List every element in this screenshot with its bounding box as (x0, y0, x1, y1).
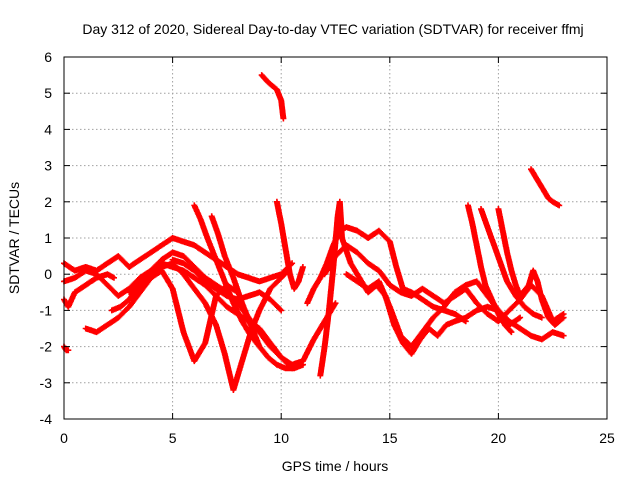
x-tick-label: 20 (491, 430, 507, 446)
y-axis-label: SDTVAR / TECUs (6, 182, 22, 294)
y-tick-label: -3 (40, 375, 53, 391)
y-tick-label: -4 (40, 411, 53, 427)
plus-markers (478, 206, 545, 321)
y-tick-label: -2 (40, 339, 53, 355)
y-tick-label: 4 (44, 121, 52, 137)
y-tick-label: 5 (44, 85, 52, 101)
series-track-5 (82, 267, 241, 365)
axis-ticks: 0 5 10 15 20 25 -4 -3 -2 -1 0 1 2 3 4 5 6 (40, 49, 615, 446)
series-track-4 (61, 343, 72, 354)
series-track-18 (478, 206, 545, 321)
data-series (61, 72, 567, 393)
series-track-12 (273, 198, 306, 292)
series-track-9 (191, 202, 306, 372)
y-tick-label: -1 (40, 302, 53, 318)
x-tick-label: 5 (169, 430, 177, 446)
series-track-20 (528, 166, 563, 209)
plus-markers (258, 72, 287, 122)
plus-markers (61, 343, 72, 354)
x-tick-label: 0 (60, 430, 68, 446)
y-tick-label: 2 (44, 194, 52, 210)
series-track-11 (258, 72, 287, 122)
y-tick-label: 3 (44, 158, 52, 174)
series-track-10 (208, 213, 263, 350)
x-tick-label: 15 (382, 430, 398, 446)
plus-markers (208, 213, 263, 350)
plus-markers (191, 202, 306, 372)
y-tick-label: 0 (44, 266, 52, 282)
plus-markers (495, 206, 567, 328)
y-tick-label: 6 (44, 49, 52, 65)
plus-markers (82, 267, 241, 365)
series-track-19 (495, 206, 567, 328)
y-tick-label: 1 (44, 230, 52, 246)
x-tick-label: 10 (273, 430, 289, 446)
chart-title: Day 312 of 2020, Sidereal Day-to-day VTE… (82, 21, 583, 37)
plus-markers (465, 202, 515, 336)
x-tick-label: 25 (599, 430, 615, 446)
plus-markers (273, 198, 306, 292)
series-track-17 (465, 202, 515, 336)
plus-markers (528, 166, 563, 209)
x-axis-label: GPS time / hours (282, 458, 389, 474)
